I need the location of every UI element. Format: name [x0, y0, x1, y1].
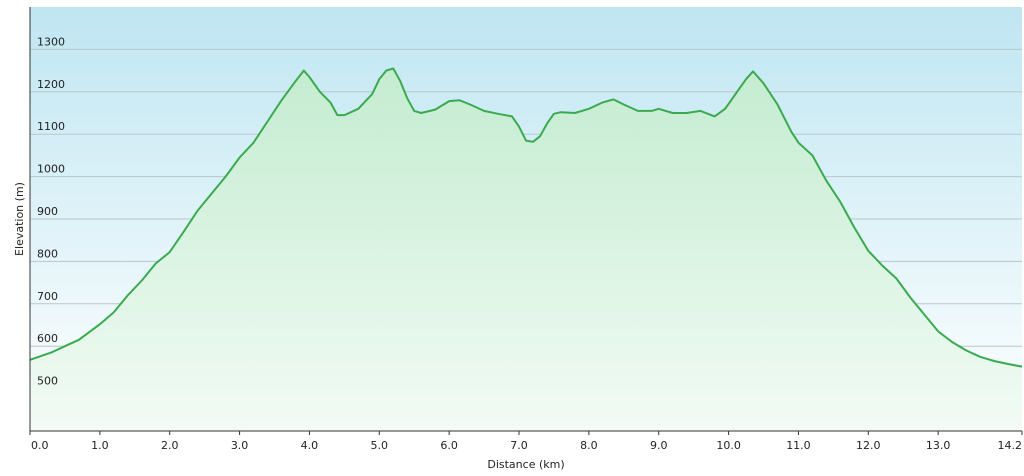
elevation-area	[30, 68, 1022, 431]
y-tick-label: 900	[37, 205, 58, 218]
x-tick-label: 13.0	[926, 439, 951, 452]
x-tick-label: 6.0	[440, 439, 458, 452]
y-tick-label: 600	[37, 332, 58, 345]
x-tick-label: 12.0	[856, 439, 881, 452]
x-tick-label: 8.0	[580, 439, 598, 452]
x-tick-label: 4.0	[301, 439, 319, 452]
x-tick-label: 9.0	[650, 439, 668, 452]
axes	[29, 7, 1023, 435]
x-tick-label: 11.0	[786, 439, 811, 452]
elevation-line	[29, 67, 1023, 368]
y-tick-label: 700	[37, 290, 58, 303]
y-tick-label: 800	[37, 247, 58, 260]
y-axis-title: Elevation (m)	[13, 182, 26, 256]
x-tick-label: 2.0	[161, 439, 179, 452]
x-tick-label: 1.0	[91, 439, 109, 452]
x-axis-title: Distance (km)	[487, 458, 564, 471]
x-tick-label: 5.0	[371, 439, 389, 452]
y-tick-label: 1100	[37, 120, 65, 133]
y-tick-labels: 500 600 700 800 900 1000 1100 1200 1300	[37, 35, 65, 387]
x-tick-label: 14.2	[998, 439, 1023, 452]
y-tick-label: 1200	[37, 78, 65, 91]
y-tick-label: 1300	[37, 35, 65, 48]
x-tick-label: 3.0	[231, 439, 249, 452]
x-tick-label: 10.0	[716, 439, 741, 452]
x-tick-labels: 0.0 1.0 2.0 3.0 4.0 5.0 6.0 7.0 8.0 9.0 10.0 11.0 12…	[31, 439, 1022, 452]
x-tick-label: 0.0	[31, 439, 49, 452]
y-tick-label: 500	[37, 375, 58, 388]
y-tick-label: 1000	[37, 163, 65, 176]
x-tick-label: 7.0	[510, 439, 528, 452]
